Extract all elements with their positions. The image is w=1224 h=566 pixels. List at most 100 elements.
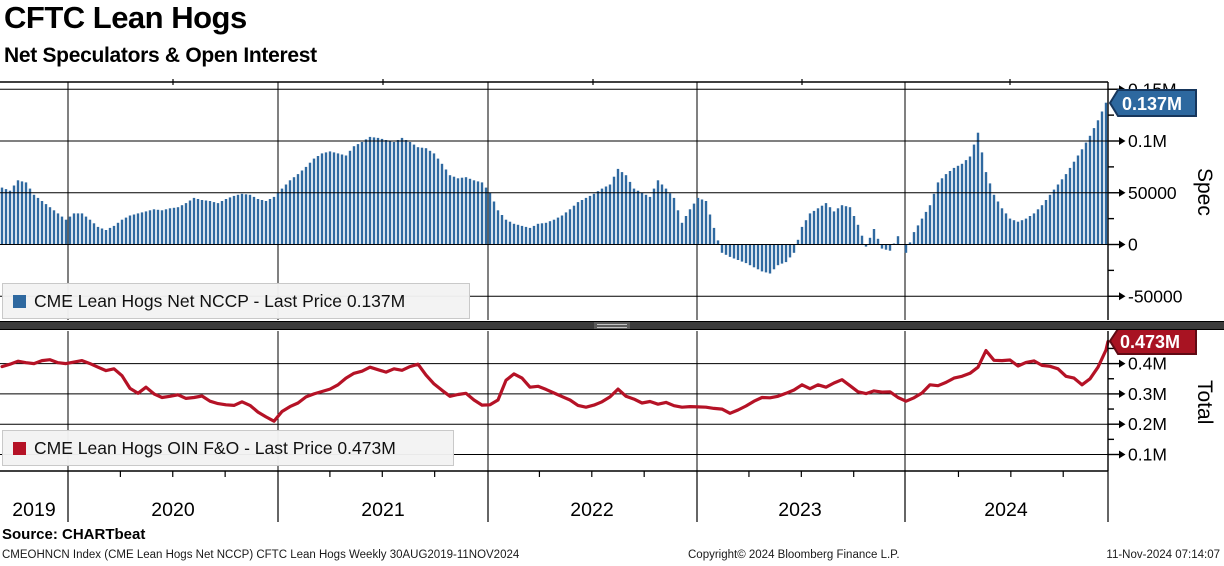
net-position-bar [72, 213, 76, 245]
net-position-bar [1036, 209, 1040, 245]
net-position-bar [1020, 220, 1024, 245]
net-position-bar [968, 156, 972, 245]
net-position-bar [516, 224, 520, 245]
page-subtitle: Net Speculators & Open Interest [4, 44, 317, 67]
net-position-bar [848, 207, 852, 245]
net-position-bar [756, 244, 760, 270]
net-position-bar [256, 199, 260, 245]
net-position-bar [108, 227, 112, 245]
net-position-bar [312, 158, 316, 245]
net-position-bar [508, 221, 512, 245]
y-tick-label: 0 [1128, 235, 1138, 255]
panel-resize-grip-icon[interactable] [594, 322, 630, 329]
net-position-bar [684, 216, 688, 245]
legend-total-label: CME Lean Hogs OIN F&O - Last Price 0.473… [34, 437, 396, 458]
net-position-bar [832, 211, 836, 245]
net-position-bar [64, 219, 68, 245]
net-position-bar [1096, 120, 1100, 245]
net-position-bar [780, 244, 784, 264]
net-position-bar [852, 216, 856, 245]
y-axis-title-total: Total [1193, 380, 1216, 425]
net-position-bar [176, 207, 180, 245]
net-position-bar [724, 244, 728, 255]
net-position-bar [800, 226, 804, 245]
last-price-badges: 0.137M 0.473M [1108, 89, 1197, 355]
y-tick-label: -50000 [1128, 286, 1183, 306]
net-position-bar [536, 223, 540, 245]
y-tick-arrow-icon [1119, 389, 1126, 398]
net-position-bar [492, 201, 496, 245]
net-position-bar [236, 194, 240, 245]
net-position-bar [604, 186, 608, 245]
net-position-bar [836, 208, 840, 245]
net-position-bar [1028, 216, 1032, 245]
net-position-bar [276, 192, 280, 245]
y-tick-arrow-icon [1119, 240, 1126, 249]
net-position-bar [764, 244, 768, 273]
net-position-bar [124, 217, 128, 245]
net-position-bar [308, 162, 312, 245]
net-position-bar [872, 229, 876, 245]
net-position-bar [956, 165, 960, 245]
net-position-bar [980, 152, 984, 245]
net-position-bar [272, 196, 276, 245]
net-position-bar [304, 166, 308, 245]
spec-last-price-badge [1108, 89, 1197, 117]
net-position-bar [712, 227, 716, 245]
y-tick-label: 0.2M [1128, 414, 1167, 434]
x-axis-year-label: 2024 [984, 499, 1028, 521]
net-position-bar [504, 219, 508, 245]
net-position-bar [996, 201, 1000, 245]
net-position-bar [100, 228, 104, 245]
net-position-bar [944, 174, 948, 245]
net-position-bar [804, 220, 808, 245]
net-position-bar [828, 207, 832, 245]
y-tick-arrow-icon [1119, 359, 1126, 368]
net-position-bar [884, 244, 888, 250]
net-position-bar [512, 223, 516, 245]
net-position-bar [320, 153, 324, 245]
net-position-bar [840, 205, 844, 245]
net-position-bar [168, 208, 172, 245]
net-position-bar [128, 215, 132, 245]
net-position-bar [916, 225, 920, 245]
net-position-bar [748, 244, 752, 266]
net-position-bar [596, 191, 600, 245]
net-position-bar [1056, 184, 1060, 245]
spec-gridlines [0, 88, 1108, 297]
net-position-bar [436, 158, 440, 245]
legend-spec[interactable]: CME Lean Hogs Net NCCP - Last Price 0.13… [2, 283, 470, 319]
net-position-bar [1100, 111, 1104, 245]
net-position-bar [796, 239, 800, 245]
legend-total[interactable]: CME Lean Hogs OIN F&O - Last Price 0.473… [2, 430, 454, 466]
net-position-bar [228, 197, 232, 245]
net-position-bar [760, 244, 764, 272]
y-tick-arrow-icon [1119, 450, 1126, 459]
net-position-bar [552, 219, 556, 245]
net-position-bar [416, 147, 420, 245]
x-axis: 2019 2020 2021 2022 2023 2024 [12, 79, 1109, 522]
net-position-bar [776, 244, 780, 266]
x-axis-year-label: 2021 [361, 499, 404, 521]
net-position-bar [356, 144, 360, 245]
net-position-bar [1080, 149, 1084, 245]
net-position-bar [732, 244, 736, 259]
net-position-bar [608, 184, 612, 245]
net-position-bar [520, 225, 524, 245]
net-position-bar [588, 195, 592, 245]
net-position-bar [564, 212, 568, 245]
net-position-bar [288, 180, 292, 245]
net-position-bar [180, 205, 184, 245]
net-position-bar [468, 178, 472, 245]
net-position-bar [616, 168, 620, 245]
net-position-bar [692, 203, 696, 245]
net-position-bar [940, 178, 944, 245]
total-last-price-badge [1108, 328, 1197, 355]
net-position-bar [456, 178, 460, 245]
net-position-bar [368, 136, 372, 245]
net-position-bar [580, 200, 584, 245]
net-position-bar [324, 152, 328, 245]
net-position-bar [540, 223, 544, 245]
net-position-bar [432, 153, 436, 245]
